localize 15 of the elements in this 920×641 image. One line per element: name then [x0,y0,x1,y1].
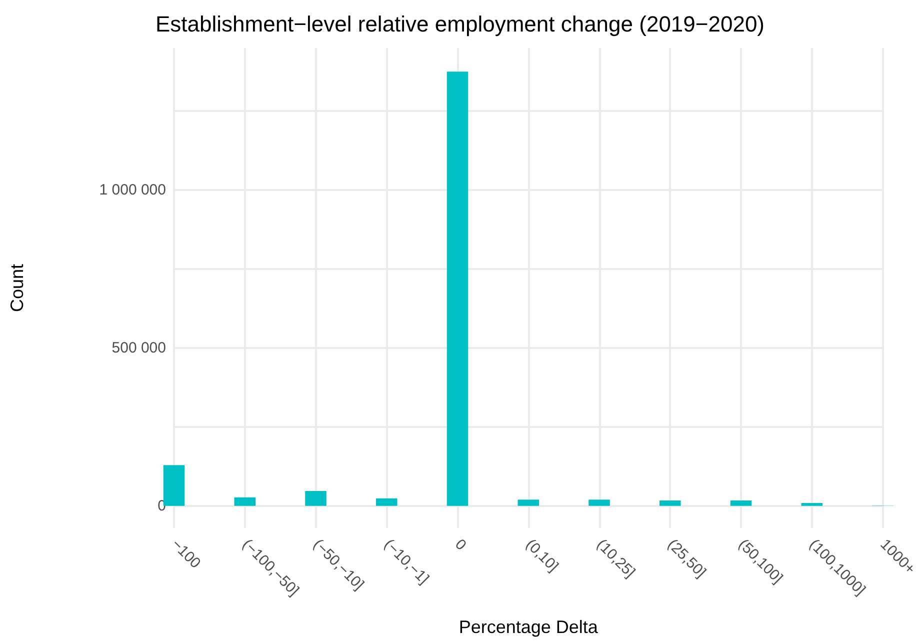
x-tick-label: 0 [452,536,470,554]
bar [518,500,540,506]
y-tick-label: 500 000 [112,340,166,356]
chart-title: Establishment−level relative employment change (2019−2020) [155,12,765,36]
bar [660,500,681,506]
y-tick-label: 1 000 000 [99,182,166,199]
y-axis-title: Count [7,264,27,312]
bar [446,72,468,506]
bar [234,497,256,506]
bar [305,491,326,506]
x-axis-title: Percentage Delta [458,617,599,637]
bar [801,503,823,506]
bar [730,500,752,506]
bar [588,500,610,506]
bar [376,498,398,506]
